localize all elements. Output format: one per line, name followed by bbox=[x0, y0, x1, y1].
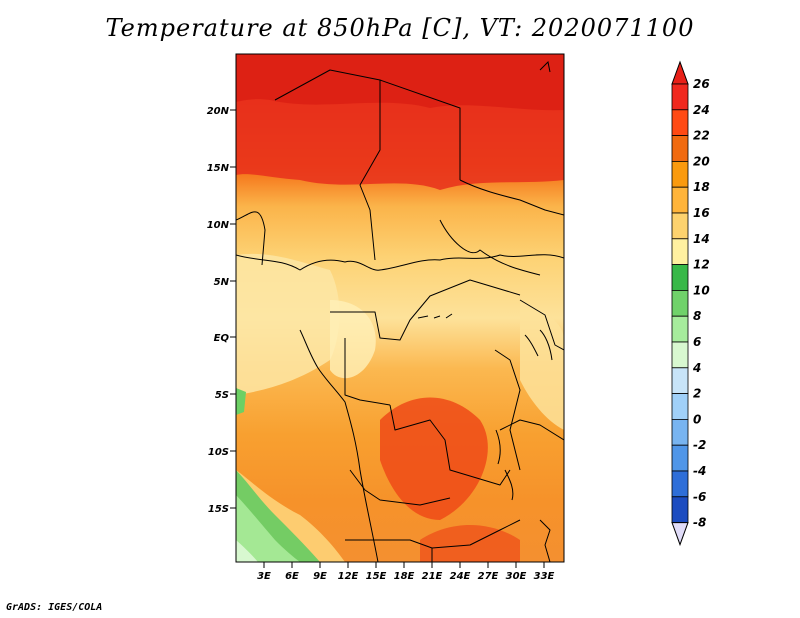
map-title: Temperature at 850hPa [C], VT: 202007110… bbox=[105, 14, 695, 42]
colorbar-label: -2 bbox=[693, 438, 706, 452]
lat-label: 15N bbox=[207, 163, 230, 174]
lon-label: 3E bbox=[257, 571, 271, 582]
colorbar-label: 4 bbox=[692, 361, 701, 375]
lon-label: 27E bbox=[478, 571, 499, 582]
colorbar-label: 22 bbox=[693, 129, 710, 143]
colorbar-label: -8 bbox=[693, 516, 706, 530]
lon-label: 24E bbox=[450, 571, 471, 582]
longitude-axis bbox=[263, 562, 545, 568]
lat-label: EQ bbox=[214, 333, 230, 344]
lon-label: 12E bbox=[338, 571, 359, 582]
colorbar-swatch bbox=[671, 135, 689, 162]
colorbar-swatch bbox=[671, 315, 689, 343]
grads-credit: GrADS: IGES/COLA bbox=[6, 602, 103, 613]
lat-label: 15S bbox=[208, 504, 229, 515]
lon-label: 6E bbox=[285, 571, 299, 582]
colorbar-swatch bbox=[671, 238, 689, 266]
lon-label: 9E bbox=[313, 571, 327, 582]
lat-label: 10N bbox=[207, 220, 230, 231]
colorbar-swatch bbox=[671, 186, 689, 214]
colorbar-label: 18 bbox=[693, 180, 710, 194]
colorbar-label: -4 bbox=[693, 464, 706, 478]
colorbar-label: 14 bbox=[693, 232, 710, 246]
colorbar-swatch bbox=[671, 83, 689, 111]
colorbar-swatch bbox=[671, 264, 689, 291]
lat-label: 5N bbox=[214, 277, 230, 288]
lat-label: 10S bbox=[208, 447, 229, 458]
map-frame bbox=[235, 53, 565, 563]
colorbar-label: 8 bbox=[693, 309, 701, 323]
colorbar-label: 0 bbox=[693, 412, 701, 426]
lon-label: 33E bbox=[534, 571, 555, 582]
colorbar-label: 16 bbox=[693, 206, 710, 220]
colorbar-swatch bbox=[671, 418, 689, 446]
colorbar-label: 12 bbox=[693, 258, 710, 272]
colorbar-swatch bbox=[671, 367, 689, 394]
lon-label: 30E bbox=[506, 571, 527, 582]
colorbar-top-arrow bbox=[671, 60, 689, 85]
lon-label: 18E bbox=[394, 571, 415, 582]
colorbar-label: 6 bbox=[693, 335, 701, 349]
colorbar-swatch bbox=[671, 470, 689, 498]
colorbar-swatch bbox=[671, 289, 689, 317]
latitude-axis bbox=[230, 109, 236, 509]
colorbar-bottom-arrow bbox=[671, 522, 689, 547]
colorbar-swatch bbox=[671, 160, 689, 188]
colorbar-label: 26 bbox=[693, 77, 710, 91]
lat-label: 20N bbox=[207, 106, 230, 117]
colorbar-swatch bbox=[671, 393, 689, 420]
colorbar-swatch bbox=[671, 341, 689, 369]
colorbar-swatch bbox=[671, 444, 689, 472]
lon-label: 21E bbox=[422, 571, 443, 582]
colorbar-swatch bbox=[671, 212, 689, 240]
colorbar-label: 24 bbox=[693, 103, 710, 117]
colorbar-swatch bbox=[671, 109, 689, 137]
lon-label: 15E bbox=[366, 571, 387, 582]
colorbar-label: 20 bbox=[693, 154, 710, 168]
colorbar-label: -6 bbox=[693, 490, 706, 504]
colorbar-label: 10 bbox=[693, 283, 710, 297]
colorbar-swatch bbox=[671, 496, 689, 523]
lat-label: 5S bbox=[215, 390, 229, 401]
colorbar-label: 2 bbox=[693, 387, 701, 401]
temperature-map bbox=[236, 54, 564, 562]
